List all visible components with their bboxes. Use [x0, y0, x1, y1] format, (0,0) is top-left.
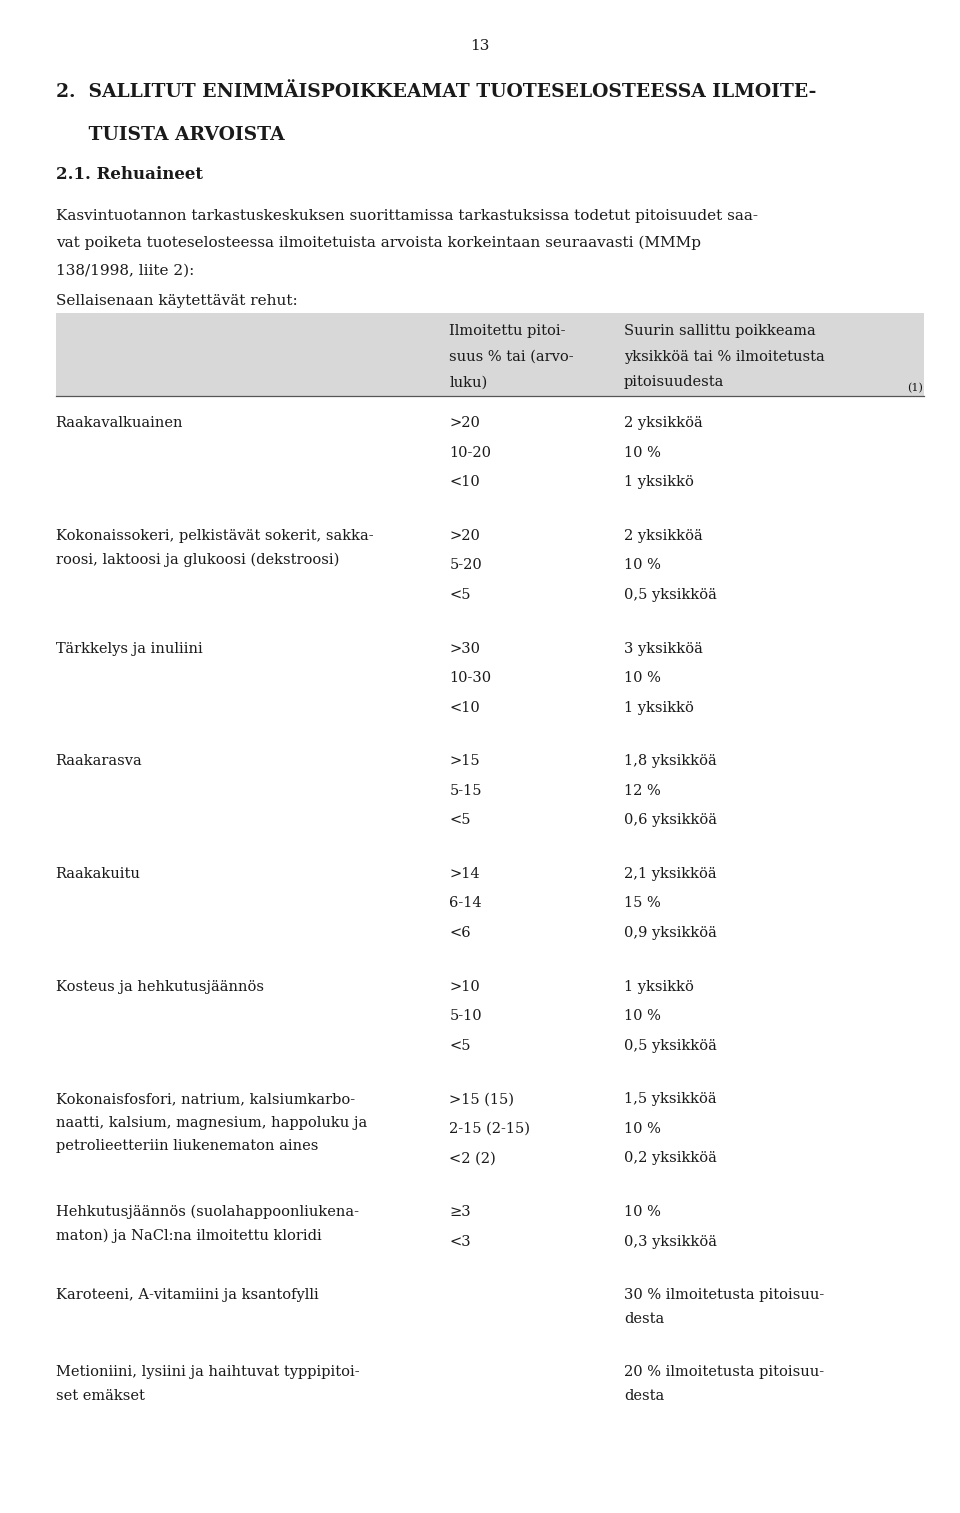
- Text: Kasvintuotannon tarkastuskeskuksen suorittamissa tarkastuksissa todetut pitoisuu: Kasvintuotannon tarkastuskeskuksen suori…: [56, 209, 757, 222]
- Text: roosi, laktoosi ja glukoosi (dekstroosi): roosi, laktoosi ja glukoosi (dekstroosi): [56, 552, 339, 567]
- Text: yksikköä tai % ilmoitetusta: yksikköä tai % ilmoitetusta: [624, 350, 825, 363]
- Text: (1): (1): [907, 383, 924, 393]
- Text: <5: <5: [449, 1039, 470, 1053]
- Text: Hehkutusjäännös (suolahappoonliukena-: Hehkutusjäännös (suolahappoonliukena-: [56, 1206, 359, 1219]
- Text: 5-15: 5-15: [449, 784, 482, 797]
- Text: ≥3: ≥3: [449, 1206, 471, 1219]
- Text: 13: 13: [470, 39, 490, 53]
- Text: 2 yksikköä: 2 yksikköä: [624, 530, 703, 543]
- Text: pitoisuudesta: pitoisuudesta: [624, 375, 725, 389]
- Text: 1,5 yksikköä: 1,5 yksikköä: [624, 1092, 716, 1106]
- Text: 0,9 yksikköä: 0,9 yksikköä: [624, 926, 717, 940]
- Text: 1,8 yksikköä: 1,8 yksikköä: [624, 755, 717, 769]
- Text: 20 % ilmoitetusta pitoisuu-: 20 % ilmoitetusta pitoisuu-: [624, 1366, 824, 1380]
- Text: Metioniini, lysiini ja haihtuvat typpipitoi-: Metioniini, lysiini ja haihtuvat typpipi…: [56, 1366, 359, 1380]
- Text: desta: desta: [624, 1389, 664, 1403]
- Text: Raakavalkuainen: Raakavalkuainen: [56, 416, 183, 430]
- Text: naatti, kalsium, magnesium, happoluku ja: naatti, kalsium, magnesium, happoluku ja: [56, 1117, 367, 1130]
- Text: 5-10: 5-10: [449, 1009, 482, 1023]
- Text: Kokonaissokeri, pelkistävät sokerit, sakka-: Kokonaissokeri, pelkistävät sokerit, sak…: [56, 530, 373, 543]
- Text: Raakarasva: Raakarasva: [56, 755, 142, 769]
- Text: 0,2 yksikköä: 0,2 yksikköä: [624, 1151, 717, 1165]
- Text: maton) ja NaCl:na ilmoitettu kloridi: maton) ja NaCl:na ilmoitettu kloridi: [56, 1229, 322, 1244]
- Text: 1 yksikkö: 1 yksikkö: [624, 475, 694, 489]
- Text: Raakakuitu: Raakakuitu: [56, 867, 140, 881]
- Text: 0,6 yksikköä: 0,6 yksikköä: [624, 814, 717, 828]
- Text: <3: <3: [449, 1235, 471, 1248]
- Text: <2 (2): <2 (2): [449, 1151, 496, 1165]
- Text: 6-14: 6-14: [449, 896, 482, 911]
- Text: <5: <5: [449, 814, 470, 828]
- Text: 10 %: 10 %: [624, 672, 660, 685]
- Text: >15 (15): >15 (15): [449, 1092, 515, 1106]
- Text: 0,5 yksikköä: 0,5 yksikköä: [624, 1039, 717, 1053]
- Text: 10 %: 10 %: [624, 1009, 660, 1023]
- Bar: [56, 313, 924, 396]
- Text: >30: >30: [449, 642, 480, 655]
- Text: 138/1998, liite 2):: 138/1998, liite 2):: [56, 263, 194, 277]
- Text: Sellaisenaan käytettävät rehut:: Sellaisenaan käytettävät rehut:: [56, 294, 298, 307]
- Text: 1 yksikkö: 1 yksikkö: [624, 980, 694, 994]
- Text: <5: <5: [449, 587, 470, 602]
- Text: Suurin sallittu poikkeama: Suurin sallittu poikkeama: [624, 324, 816, 337]
- Text: >20: >20: [449, 530, 480, 543]
- Text: 2.1. Rehuaineet: 2.1. Rehuaineet: [56, 166, 203, 183]
- Text: 10-20: 10-20: [449, 446, 492, 460]
- Text: luku): luku): [449, 375, 488, 389]
- Text: vat poiketa tuoteselosteessa ilmoitetuista arvoista korkeintaan seuraavasti (MMM: vat poiketa tuoteselosteessa ilmoitetuis…: [56, 236, 701, 251]
- Text: 3 yksikköä: 3 yksikköä: [624, 642, 703, 655]
- Text: Kokonaisfosfori, natrium, kalsiumkarbo-: Kokonaisfosfori, natrium, kalsiumkarbo-: [56, 1092, 355, 1106]
- Text: 0,3 yksikköä: 0,3 yksikköä: [624, 1235, 717, 1248]
- Text: set emäkset: set emäkset: [56, 1389, 145, 1403]
- Text: 2 yksikköä: 2 yksikköä: [624, 416, 703, 430]
- Text: <10: <10: [449, 475, 480, 489]
- Text: 10-30: 10-30: [449, 672, 492, 685]
- Text: Ilmoitettu pitoi-: Ilmoitettu pitoi-: [449, 324, 565, 337]
- Text: 10 %: 10 %: [624, 1123, 660, 1136]
- Text: >20: >20: [449, 416, 480, 430]
- Text: <10: <10: [449, 701, 480, 714]
- Text: 2.  SALLITUT ENIMMÄISPOIKKEAMAT TUOTESELOSTEESSA ILMOITE-: 2. SALLITUT ENIMMÄISPOIKKEAMAT TUOTESELO…: [56, 83, 816, 101]
- Text: Karoteeni, A-vitamiini ja ksantofylli: Karoteeni, A-vitamiini ja ksantofylli: [56, 1289, 319, 1303]
- Text: 12 %: 12 %: [624, 784, 660, 797]
- Text: 0,5 yksikköä: 0,5 yksikköä: [624, 587, 717, 602]
- Text: desta: desta: [624, 1312, 664, 1325]
- Text: suus % tai (arvo-: suus % tai (arvo-: [449, 350, 574, 363]
- Text: >10: >10: [449, 980, 480, 994]
- Text: 1 yksikkö: 1 yksikkö: [624, 701, 694, 714]
- Text: 10 %: 10 %: [624, 446, 660, 460]
- Text: 5-20: 5-20: [449, 558, 482, 572]
- Text: 30 % ilmoitetusta pitoisuu-: 30 % ilmoitetusta pitoisuu-: [624, 1289, 825, 1303]
- Text: Kosteus ja hehkutusjäännös: Kosteus ja hehkutusjäännös: [56, 980, 264, 994]
- Text: 15 %: 15 %: [624, 896, 660, 911]
- Text: TUISTA ARVOISTA: TUISTA ARVOISTA: [56, 126, 284, 144]
- Text: >15: >15: [449, 755, 480, 769]
- Text: 10 %: 10 %: [624, 1206, 660, 1219]
- Text: 10 %: 10 %: [624, 558, 660, 572]
- Text: petrolieetteriin liukenematon aines: petrolieetteriin liukenematon aines: [56, 1139, 318, 1153]
- Text: 2,1 yksikköä: 2,1 yksikköä: [624, 867, 716, 881]
- Text: <6: <6: [449, 926, 471, 940]
- Text: Tärkkelys ja inuliini: Tärkkelys ja inuliini: [56, 642, 203, 655]
- Text: 2-15 (2-15): 2-15 (2-15): [449, 1123, 530, 1136]
- Text: >14: >14: [449, 867, 480, 881]
